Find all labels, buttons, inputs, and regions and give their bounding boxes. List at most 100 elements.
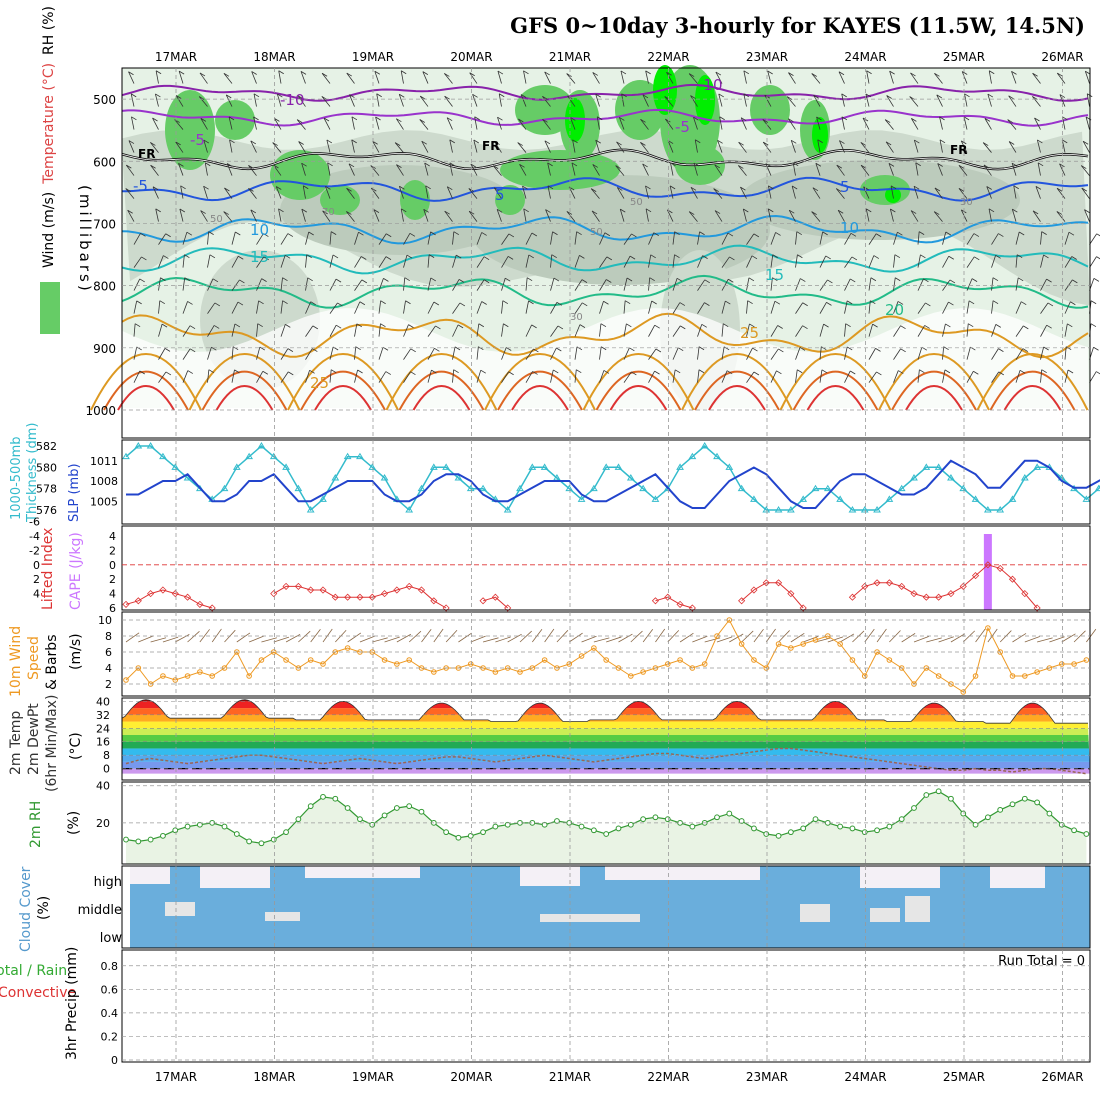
rh2m-point xyxy=(406,803,413,810)
thickness-point xyxy=(331,474,340,481)
wind-barb-flag xyxy=(897,231,903,236)
wind-barb xyxy=(917,278,924,291)
wind-barb-flag xyxy=(870,300,876,305)
wind-barb-flag xyxy=(655,348,662,353)
wind-barb xyxy=(991,300,994,314)
thickness-point xyxy=(171,463,180,470)
wind-barb xyxy=(1015,301,1022,314)
wind-barb-flag xyxy=(688,73,695,77)
wind-barb xyxy=(378,300,382,314)
wind-barb-flag xyxy=(920,254,926,259)
surface-warm-contour xyxy=(878,353,990,411)
wind-barb xyxy=(888,163,894,176)
wind-barb xyxy=(595,140,600,153)
wind-barb xyxy=(544,71,551,84)
thickness-point xyxy=(183,474,192,481)
wind-barb xyxy=(550,302,558,314)
wind-barb-flag xyxy=(446,117,453,122)
temp-tick-label: 40 xyxy=(96,695,110,708)
rh2m-point xyxy=(849,825,856,832)
wind-barb xyxy=(501,371,509,383)
surface-warm-contour xyxy=(905,385,963,411)
precip-ylabel-convective: Convective xyxy=(0,985,76,1001)
wind-barb xyxy=(746,255,753,268)
isotherm-label: 5 xyxy=(495,186,505,204)
rh2m-point xyxy=(590,827,597,834)
thickness-point xyxy=(356,452,364,460)
wind-barb-flag xyxy=(1096,256,1100,260)
wind-barb xyxy=(795,278,801,291)
wind-barb-flag xyxy=(576,231,582,236)
wind-barb-flag xyxy=(1082,140,1089,145)
wind-barb xyxy=(623,277,628,291)
wind-barb xyxy=(256,256,265,268)
wind-barb-flag xyxy=(383,278,389,282)
wind-barb xyxy=(770,325,779,337)
wind-barb-10m xyxy=(901,633,916,643)
slp-tick-label: 1005 xyxy=(90,495,118,508)
wind-barb-flag xyxy=(152,186,159,191)
temp-bands xyxy=(122,699,1090,774)
wind-barb xyxy=(280,277,283,291)
wind-barb-flag xyxy=(945,231,951,236)
wind-barb-flag xyxy=(150,164,156,169)
wind-barb-flag xyxy=(229,139,235,144)
wind-barb-flag xyxy=(1011,162,1018,167)
rh2m-tick-label: 20 xyxy=(96,817,110,830)
rh2m-point xyxy=(1021,795,1028,802)
wind-barb-flag xyxy=(553,369,559,374)
wind-barb-flag xyxy=(444,73,450,77)
wind-barb xyxy=(256,233,264,245)
thickness-point xyxy=(983,506,992,513)
wind-barb xyxy=(983,164,992,176)
wind-barb xyxy=(198,96,208,107)
wind-barb-flag xyxy=(961,71,968,75)
wind-barb-flag xyxy=(502,300,509,305)
wind-barb-10m xyxy=(322,628,333,643)
wind-barb-flag xyxy=(1032,72,1038,77)
wind-barb-flag xyxy=(228,116,235,121)
wind-barb-flag xyxy=(237,301,244,306)
wind-barb-10m xyxy=(162,636,179,643)
wind-speed-point xyxy=(677,657,683,663)
wind-barb-flag xyxy=(631,371,637,376)
wind-barb-flag xyxy=(642,163,648,168)
isotherm-label: -5 xyxy=(190,131,205,149)
wind-barb-flag xyxy=(653,232,659,237)
wind-barb xyxy=(811,73,821,84)
wind-barb xyxy=(788,72,796,84)
wind-barb-flag xyxy=(226,94,232,99)
li-ylabel: Lifted Index xyxy=(40,528,56,610)
wind-speed-point xyxy=(184,673,191,679)
wind-barb-flag xyxy=(547,162,553,167)
wind-barb-flag xyxy=(729,256,735,261)
wind-barb-flag xyxy=(505,277,511,282)
thickness-point xyxy=(503,506,512,513)
wind-barb xyxy=(917,302,926,314)
wind-speed-point xyxy=(172,677,179,683)
wind-barb xyxy=(865,93,870,107)
wind-barb-flag xyxy=(508,233,515,238)
wind-barb xyxy=(274,118,282,130)
date-label-bottom: 18MAR xyxy=(253,1070,295,1084)
rh2m-point xyxy=(812,816,819,823)
wind-barb-flag xyxy=(547,185,554,190)
wind-barb-flag xyxy=(943,346,949,351)
wind-barb xyxy=(476,279,485,291)
wind-barb-flag xyxy=(1090,300,1097,305)
rh2m-point xyxy=(504,821,511,828)
ua-ylabel-left: Wind (m/s)Temperature (°C)RH (%) xyxy=(41,6,57,268)
thickness-point xyxy=(639,484,648,492)
wind-barb xyxy=(599,323,602,337)
wind-speed-point xyxy=(566,661,573,667)
wind-barb-flag xyxy=(1035,186,1042,190)
wind-barb-flag xyxy=(791,185,798,190)
wind-barb-flag xyxy=(651,300,657,305)
wind-barb xyxy=(889,71,894,84)
wind-barb xyxy=(1035,186,1041,199)
wind-barb-flag xyxy=(971,278,978,282)
surface-warm-contour xyxy=(385,353,498,411)
wind-speed-point xyxy=(603,657,609,663)
wind-barb xyxy=(815,163,821,176)
wind-barb-flag xyxy=(1096,371,1100,375)
